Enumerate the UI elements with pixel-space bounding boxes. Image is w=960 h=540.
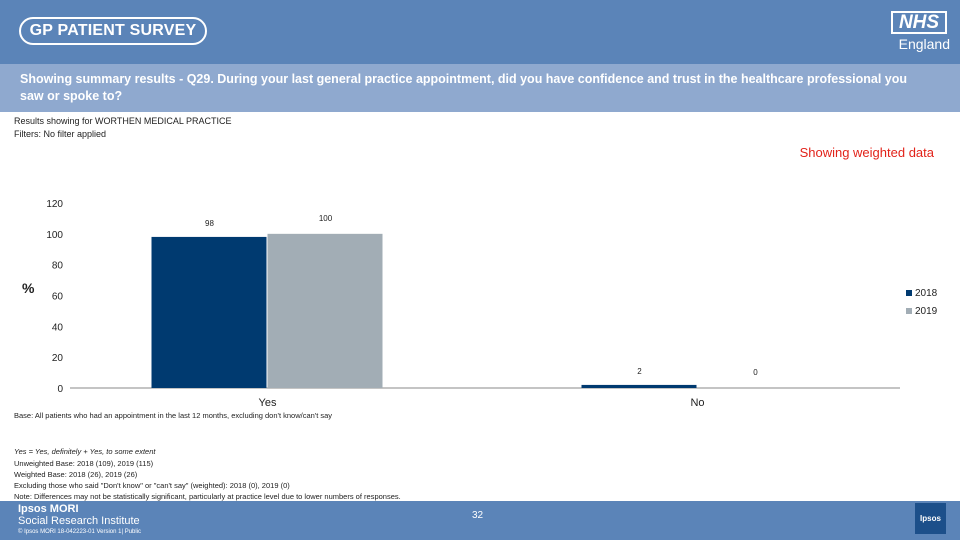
data-label: 100	[319, 214, 333, 223]
bar-2018-no	[581, 384, 697, 388]
legend-label-2019: 2019	[915, 306, 938, 317]
y-tick-label: 40	[52, 322, 64, 333]
copyright-label: © Ipsos MORI 18-042223-01 Version 1| Pub…	[18, 529, 142, 535]
ipsos-mori-label: Ipsos MORI	[18, 503, 79, 515]
page-number: 32	[472, 510, 484, 521]
y-tick-label: 0	[57, 384, 63, 395]
y-tick-label: 100	[46, 230, 63, 241]
y-axis-label: %	[22, 280, 35, 296]
note-line: Excluding those who said "Don't know" or…	[14, 481, 290, 490]
y-tick-label: 60	[52, 292, 64, 303]
question-text: Showing summary results - Q29. During yo…	[20, 72, 907, 103]
data-label: 0	[753, 368, 758, 377]
data-label: 98	[205, 219, 214, 228]
data-label: 2	[637, 367, 642, 376]
social-research-label: Social Research Institute	[18, 515, 140, 527]
legend-swatch-2018	[906, 290, 912, 297]
base-note: Base: All patients who had an appointmen…	[14, 411, 333, 420]
nhs-logo: NHS	[891, 11, 947, 34]
y-tick-label: 20	[52, 353, 64, 364]
question-band	[0, 64, 960, 112]
x-category-label: No	[690, 397, 704, 409]
gp-patient-survey-logo: GP PATIENT SURVEY	[19, 17, 207, 45]
footer-bar	[0, 501, 960, 540]
practice-label: Results showing for WORTHEN MEDICAL PRAC…	[14, 116, 232, 126]
ipsos-logo: Ipsos	[915, 503, 946, 534]
bar-2018-yes	[151, 236, 267, 388]
note-line: Weighted Base: 2018 (26), 2019 (26)	[14, 470, 138, 479]
note-line: Unweighted Base: 2018 (109), 2019 (115)	[14, 459, 154, 468]
legend-item-2019: 2019	[906, 306, 937, 317]
y-tick-label: 80	[52, 261, 64, 272]
legend-label-2018: 2018	[915, 288, 938, 299]
filters-label: Filters: No filter applied	[14, 129, 107, 139]
legend-item-2018: 2018	[906, 288, 937, 299]
x-category-label: Yes	[259, 397, 277, 409]
legend-swatch-2019	[906, 308, 912, 315]
header-bar	[0, 0, 960, 64]
note-line: Yes = Yes, definitely + Yes, to some ext…	[14, 447, 156, 456]
y-tick-label: 120	[46, 199, 63, 210]
bar-2019-yes	[267, 233, 383, 388]
nhs-england-label: England	[898, 36, 950, 52]
note-line: Note: Differences may not be statistical…	[14, 492, 401, 501]
weighted-data-label: Showing weighted data	[799, 145, 934, 160]
